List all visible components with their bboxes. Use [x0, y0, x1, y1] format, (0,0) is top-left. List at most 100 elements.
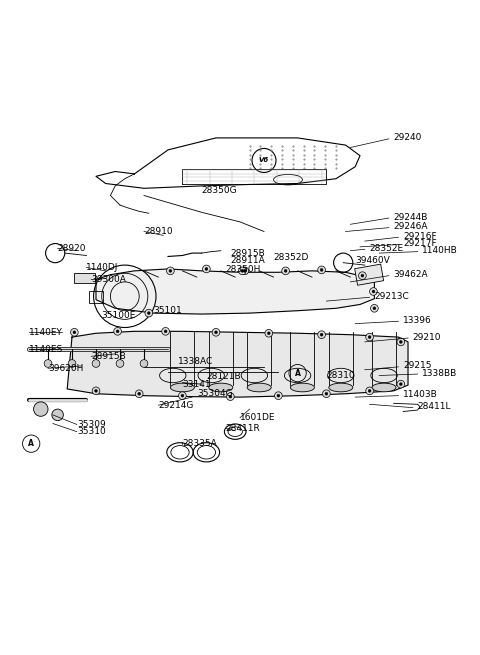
Text: V6: V6	[259, 157, 269, 164]
Circle shape	[320, 269, 323, 271]
Polygon shape	[67, 331, 408, 397]
Text: 29217F: 29217F	[403, 239, 437, 248]
Text: 39300A: 39300A	[91, 275, 126, 284]
Circle shape	[361, 274, 364, 277]
Text: A: A	[28, 439, 34, 448]
Text: 28915B: 28915B	[91, 352, 126, 361]
Text: 29215: 29215	[403, 362, 432, 370]
Circle shape	[73, 331, 76, 334]
Circle shape	[95, 390, 97, 392]
Text: 29244B: 29244B	[394, 213, 428, 221]
Circle shape	[318, 266, 325, 274]
Circle shape	[265, 329, 273, 337]
Circle shape	[140, 360, 148, 367]
Circle shape	[320, 333, 323, 336]
Text: A: A	[295, 369, 300, 377]
Circle shape	[373, 307, 376, 310]
Circle shape	[368, 390, 371, 392]
Ellipse shape	[290, 383, 314, 392]
Circle shape	[282, 267, 289, 274]
Circle shape	[138, 392, 141, 395]
Circle shape	[397, 381, 405, 388]
Circle shape	[239, 267, 246, 274]
Text: 35304G: 35304G	[197, 389, 232, 398]
Bar	[74, 272, 95, 284]
Text: 28335A: 28335A	[182, 439, 217, 448]
Text: 28350G: 28350G	[202, 186, 237, 195]
Text: 1601DE: 1601DE	[240, 413, 276, 422]
Text: 35310: 35310	[77, 427, 106, 436]
Text: 1140HB: 1140HB	[422, 246, 458, 255]
Circle shape	[241, 267, 249, 274]
Ellipse shape	[247, 383, 271, 392]
Circle shape	[181, 394, 184, 397]
Circle shape	[162, 328, 169, 335]
Circle shape	[366, 387, 373, 395]
Text: 28411R: 28411R	[226, 424, 260, 433]
Circle shape	[366, 333, 373, 341]
Circle shape	[371, 305, 378, 312]
Text: 28920: 28920	[58, 244, 86, 253]
Text: 13396: 13396	[403, 316, 432, 325]
Ellipse shape	[209, 383, 233, 392]
Circle shape	[212, 328, 220, 336]
Text: 35309: 35309	[77, 420, 106, 429]
Circle shape	[399, 383, 402, 386]
Text: 39460V: 39460V	[355, 256, 390, 265]
Text: 28352E: 28352E	[370, 244, 404, 253]
Circle shape	[68, 360, 76, 367]
Circle shape	[227, 393, 234, 400]
Text: 1140DJ: 1140DJ	[86, 263, 119, 272]
Ellipse shape	[372, 383, 396, 392]
Circle shape	[368, 335, 371, 339]
Circle shape	[164, 330, 167, 333]
Text: 28350H: 28350H	[226, 265, 261, 274]
Circle shape	[205, 267, 208, 271]
Circle shape	[203, 265, 210, 272]
Circle shape	[71, 328, 78, 336]
Circle shape	[145, 309, 153, 317]
Text: 28121B: 28121B	[206, 372, 241, 381]
Circle shape	[92, 360, 100, 367]
Text: 29210: 29210	[413, 333, 441, 342]
Text: 28352D: 28352D	[274, 253, 309, 263]
Text: 28915B: 28915B	[230, 249, 265, 257]
Text: 29216F: 29216F	[403, 232, 437, 241]
Text: 1140ES: 1140ES	[29, 345, 63, 354]
Text: 39462A: 39462A	[394, 271, 428, 279]
Text: 29240: 29240	[394, 134, 422, 142]
Bar	[355, 264, 384, 286]
Text: 35100E: 35100E	[101, 311, 135, 320]
Polygon shape	[96, 269, 374, 314]
Circle shape	[284, 269, 287, 272]
Circle shape	[399, 341, 402, 343]
Text: 28411L: 28411L	[418, 402, 451, 411]
Text: 29246A: 29246A	[394, 222, 428, 231]
Ellipse shape	[170, 383, 194, 392]
Circle shape	[359, 272, 366, 280]
Circle shape	[116, 330, 119, 333]
Circle shape	[243, 269, 246, 272]
Text: 35101: 35101	[154, 306, 182, 315]
Text: 28910: 28910	[144, 227, 173, 236]
Circle shape	[114, 328, 121, 335]
Text: 1140EY: 1140EY	[29, 328, 63, 337]
Text: 1338AC: 1338AC	[178, 356, 213, 365]
Circle shape	[215, 331, 217, 334]
Circle shape	[44, 360, 52, 367]
Circle shape	[318, 331, 325, 339]
Circle shape	[372, 290, 375, 293]
Circle shape	[135, 390, 143, 398]
Ellipse shape	[329, 383, 353, 392]
Text: 1338BB: 1338BB	[422, 369, 457, 377]
Circle shape	[397, 338, 405, 346]
Text: 11403B: 11403B	[403, 390, 438, 399]
Text: 29214G: 29214G	[158, 401, 194, 410]
Circle shape	[34, 402, 48, 417]
Circle shape	[241, 269, 244, 272]
Circle shape	[275, 392, 282, 400]
Circle shape	[229, 395, 232, 398]
Circle shape	[92, 387, 100, 395]
Circle shape	[267, 332, 270, 335]
Circle shape	[277, 394, 280, 397]
